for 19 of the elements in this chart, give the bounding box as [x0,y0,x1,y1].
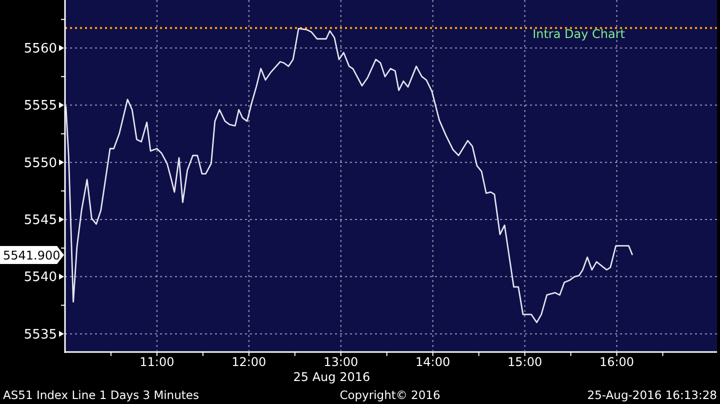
x-tick-label: 11:00 [140,355,174,369]
x-tick-label: 12:00 [232,355,266,369]
x-tick-label: 16:00 [599,355,634,369]
x-tick-label: 14:00 [416,355,450,369]
x-axis-title: 25 Aug 2016 [293,370,370,384]
text: 5541.900 [3,248,60,262]
x-tick-label: 13:00 [324,355,358,369]
y-tick-label: 5560 [24,42,57,57]
text: Intra Day Chart [532,27,626,41]
text: AS51 Index Line 1 Days 3 Minutes [3,388,199,402]
x-tick-label: 15:00 [508,355,542,369]
y-tick-label: 5535 [24,327,57,342]
line-series [65,28,634,324]
y-tick-label: 5540 [24,270,57,286]
y-tick-label: 5550 [24,156,57,171]
y-tick-label: 5555 [24,98,57,114]
text: Copyright© 2016 [340,388,440,402]
text: 25-Aug-2016 16:13:28 [587,388,717,402]
y-tick-label: 5545 [24,213,57,228]
